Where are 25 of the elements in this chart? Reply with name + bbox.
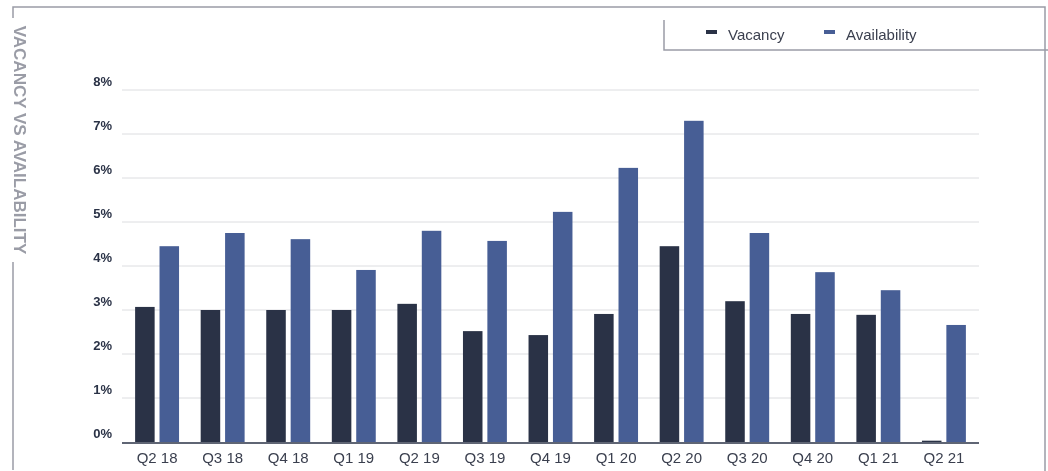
- x-tick-label: Q2 18: [136, 449, 178, 466]
- x-tick-label: Q3 19: [464, 449, 506, 466]
- x-tick-label: Q3 20: [726, 449, 768, 466]
- y-tick-label: 5%: [93, 206, 113, 221]
- x-tick-label: Q4 19: [530, 449, 571, 466]
- y-tick-label: 7%: [93, 118, 113, 133]
- x-tick-label: Q4 18: [267, 449, 309, 466]
- x-tick-label: Q3 18: [202, 449, 244, 466]
- x-tick-label: Q2 19: [398, 449, 440, 466]
- y-tick-label: 4%: [93, 250, 113, 265]
- y-tick-label: 0%: [93, 426, 113, 441]
- x-tick-label: Q1 19: [333, 449, 375, 466]
- x-tick-label: Q2 20: [661, 449, 703, 466]
- legend-label: Vacancy: [728, 25, 785, 43]
- legend-label: Availability: [846, 25, 918, 43]
- y-tick-label: 2%: [93, 338, 113, 353]
- y-tick-label: 6%: [93, 162, 113, 177]
- y-tick-label: 3%: [93, 294, 113, 309]
- x-tick-label: Q2 21: [923, 449, 965, 466]
- y-tick-label: 1%: [93, 382, 113, 397]
- y-tick-label: 8%: [93, 74, 113, 89]
- x-tick-label: Q1 20: [595, 449, 637, 466]
- x-tick-label: Q1 21: [857, 449, 899, 466]
- y-axis-title: VACANCY VS AVAILABILITY: [9, 25, 29, 255]
- x-tick-label: Q4 20: [792, 449, 834, 466]
